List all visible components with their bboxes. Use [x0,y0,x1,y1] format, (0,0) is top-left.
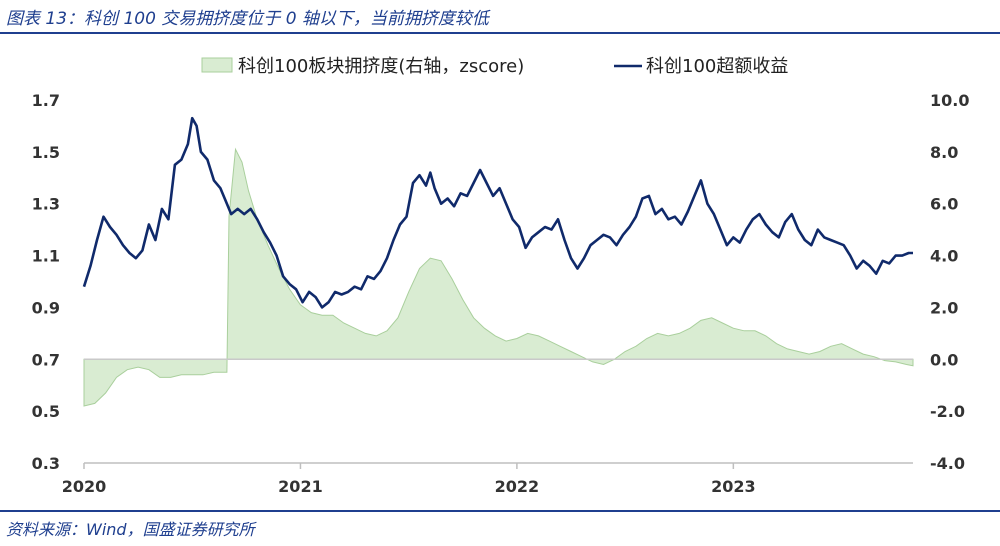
y-right-tick-label: -2.0 [930,402,965,421]
footer-divider [0,510,1000,512]
legend: 科创100板块拥挤度(右轴，zscore) 科创100超额收益 [201,56,788,77]
y-right-tick-label: 10.0 [930,91,969,110]
axes-layer: 2020 2021 2022 2023 1.7 1.5 1.3 1.1 0.9 0.7 0.5 0.3… [32,91,970,496]
x-tick-label: 2021 [278,477,323,496]
y-left-tick-label: 1.1 [32,247,60,266]
y-right-tick-label: -4.0 [930,454,965,473]
y-left-tick-label: 1.3 [32,195,60,214]
y-left-tick-label: 0.3 [32,454,60,473]
y-right-tick-label: 0.0 [930,350,958,369]
title-divider [0,32,1000,34]
chart-title: 图表 13：科创 100 交易拥挤度位于 0 轴以下，当前拥挤度较低 [6,9,489,29]
x-tick-label: 2023 [711,477,756,496]
x-tick-label: 2022 [495,477,540,496]
legend-area-swatch [201,57,233,73]
y-right-tick-label: 8.0 [930,143,958,162]
y-right-tick-label: 4.0 [930,247,958,266]
y-left-tick-label: 1.5 [32,143,60,162]
legend-line-label: 科创100超额收益 [646,56,788,77]
source-note: 资料来源：Wind，国盛证券研究所 [6,520,255,539]
legend-area-label: 科创100板块拥挤度(右轴，zscore) [238,56,524,77]
excess-return-line-layer [82,116,913,309]
excess-return-line [82,116,913,309]
y-right-tick-label: 6.0 [930,195,958,214]
crowding-area-layer [83,147,914,407]
y-right-tick-label: 2.0 [930,298,958,317]
y-left-tick-label: 0.5 [32,402,60,421]
crowding-area [83,147,914,407]
y-left-tick-label: 0.7 [32,350,60,369]
y-left-tick-label: 1.7 [32,91,60,110]
y-left-tick-label: 0.9 [32,298,60,317]
x-tick-label: 2020 [62,477,107,496]
